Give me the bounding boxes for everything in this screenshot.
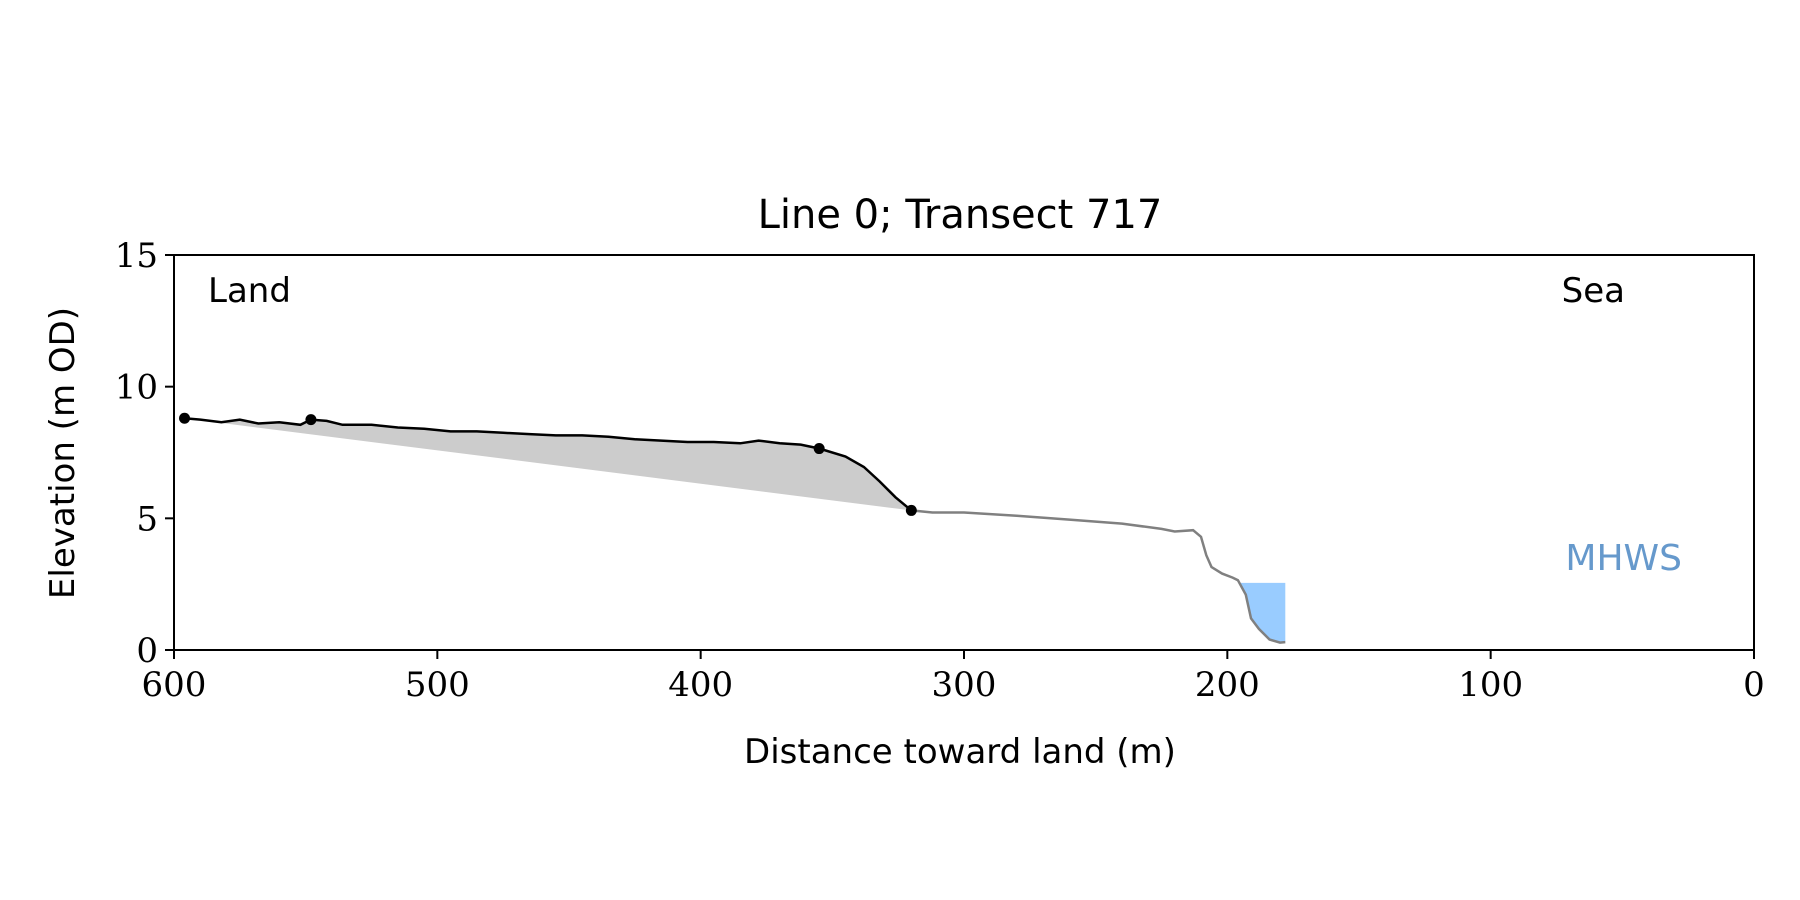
water-area-fill	[1239, 582, 1286, 643]
x-tick-label: 300	[932, 665, 997, 705]
y-axis-ticks: 0 5 10 15	[115, 236, 174, 671]
x-tick-label: 500	[405, 665, 470, 705]
y-tick-label: 15	[115, 236, 158, 276]
profile-marker-4	[905, 504, 917, 516]
plot-area-layer	[179, 412, 1286, 644]
y-tick-label: 0	[136, 631, 158, 671]
beach-profile-line	[911, 509, 1286, 644]
x-tick-label: 400	[668, 665, 733, 705]
profile-marker-3	[813, 443, 825, 455]
sea-annotation: Sea	[1562, 271, 1625, 311]
profile-marker-2	[305, 414, 317, 426]
land-annotation: Land	[208, 271, 291, 311]
y-axis-label: Elevation (m OD)	[43, 307, 83, 599]
x-axis-ticks: 600 500 400 300 200 100 0	[142, 650, 1765, 705]
x-tick-label: 0	[1743, 665, 1765, 705]
profile-marker-1	[179, 412, 191, 424]
y-tick-label: 10	[115, 368, 158, 408]
x-tick-label: 600	[142, 665, 207, 705]
mhws-annotation: MHWS	[1565, 538, 1682, 579]
cliff-profile-line	[184, 417, 913, 512]
profile-markers	[179, 412, 917, 516]
x-tick-label: 100	[1458, 665, 1523, 705]
cliff-area-fill	[184, 418, 912, 511]
x-tick-label: 200	[1195, 665, 1260, 705]
plot-frame	[173, 254, 1755, 651]
x-axis-label: Distance toward land (m)	[744, 732, 1176, 772]
y-tick-label: 5	[136, 499, 158, 539]
chart-title: Line 0; Transect 717	[758, 192, 1163, 238]
